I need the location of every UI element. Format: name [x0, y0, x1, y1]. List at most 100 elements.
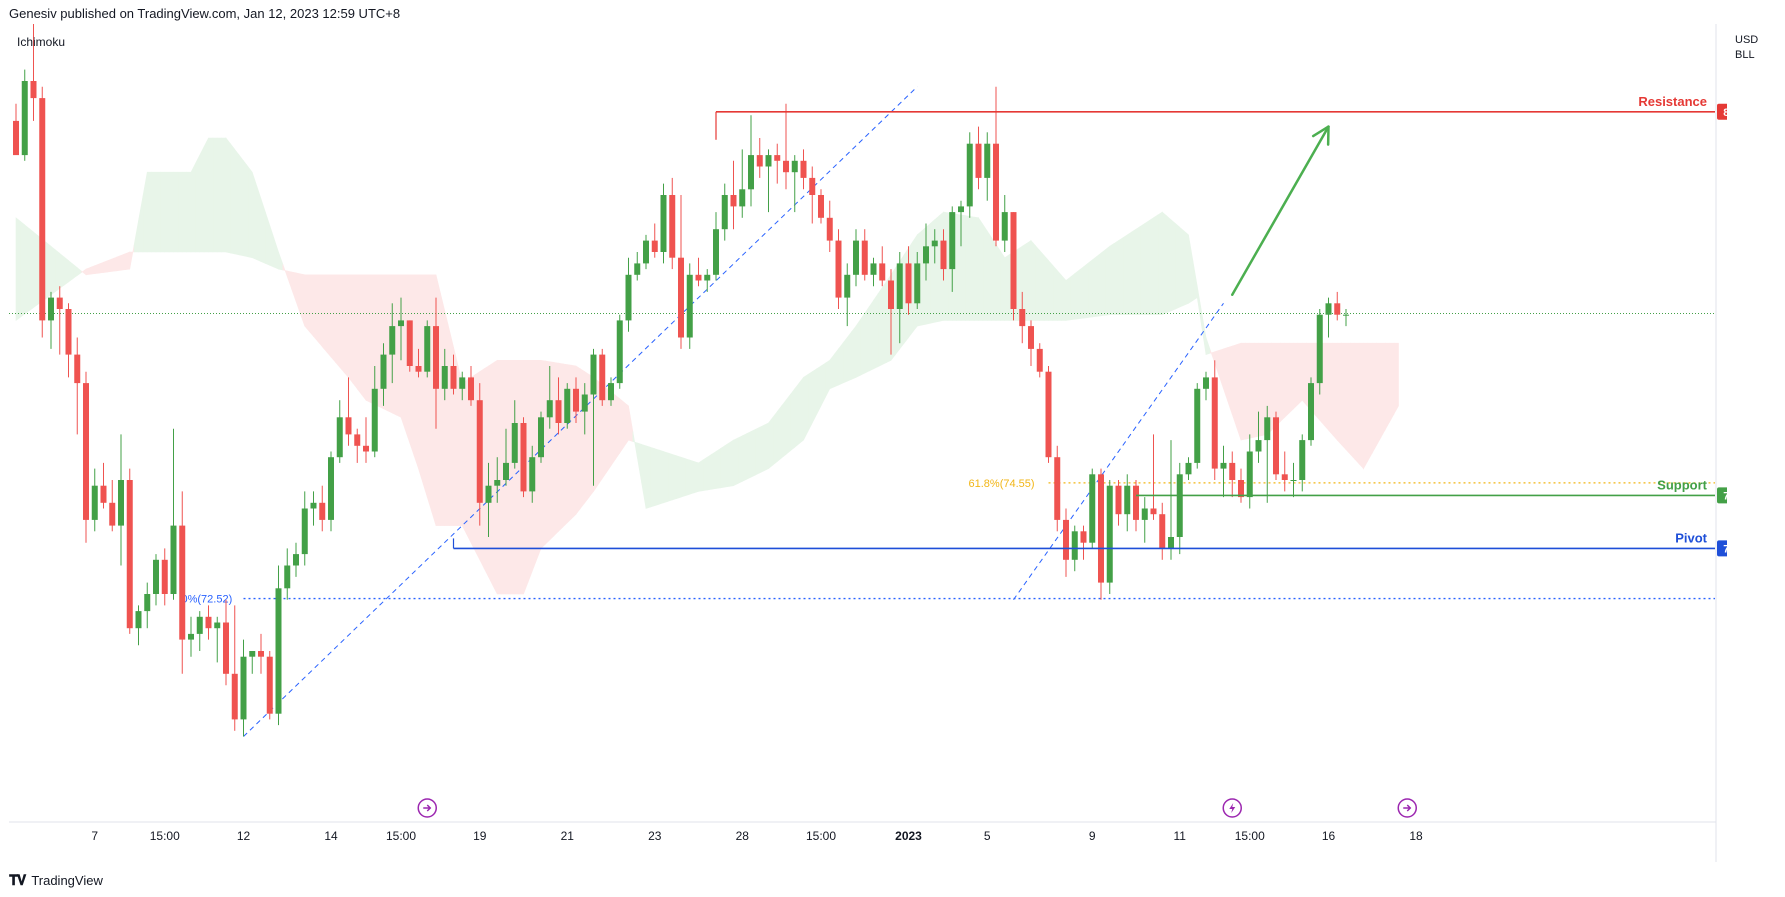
candle-body[interactable] [1185, 462, 1192, 475]
candle-body[interactable] [520, 423, 527, 492]
candle-body[interactable] [1124, 485, 1131, 515]
candle-body[interactable] [538, 417, 544, 458]
candle-body[interactable] [161, 559, 168, 594]
candle-body[interactable] [896, 263, 903, 309]
candle-body[interactable] [275, 588, 282, 714]
candle-body[interactable] [170, 525, 177, 594]
candle-body[interactable] [599, 354, 606, 401]
candle-body[interactable] [1264, 417, 1271, 441]
candle-body[interactable] [1299, 440, 1306, 480]
candle-body[interactable] [100, 485, 107, 503]
candle-body[interactable] [634, 263, 641, 275]
candle-body[interactable] [293, 554, 299, 566]
candle-body[interactable] [958, 206, 964, 213]
candle-body[interactable] [485, 485, 492, 503]
candle-body[interactable] [188, 633, 194, 640]
candle-body[interactable] [993, 143, 999, 241]
candle-body[interactable] [756, 155, 763, 167]
chart-svg[interactable]: 0%(72.52) 61.8%(74.55) Resistance 81.06 Supp… [9, 24, 1727, 862]
candle-body[interactable] [1176, 474, 1183, 537]
candle-body[interactable] [1159, 514, 1166, 549]
candle-body[interactable] [844, 274, 851, 298]
candle-body[interactable] [748, 155, 754, 190]
candle-body[interactable] [511, 423, 518, 463]
candle-body[interactable] [1001, 212, 1008, 241]
candle-body[interactable] [651, 240, 658, 252]
candle-body[interactable] [704, 274, 711, 281]
candle-body[interactable] [678, 257, 684, 338]
candle-body[interactable] [1054, 457, 1061, 520]
candle-body[interactable] [809, 177, 816, 195]
candle-body[interactable] [1334, 303, 1341, 315]
candle-body[interactable] [975, 143, 982, 178]
candle-body[interactable] [730, 195, 737, 207]
indicator-label[interactable]: Ichimoku [17, 35, 66, 49]
candle-body[interactable] [336, 417, 343, 458]
candle-body[interactable] [1316, 314, 1323, 384]
candle-body[interactable] [266, 656, 273, 714]
candle-body[interactable] [555, 400, 562, 423]
candle-body[interactable] [494, 480, 501, 486]
candle-body[interactable] [1290, 480, 1297, 481]
candle-body[interactable] [459, 377, 466, 389]
candle-body[interactable] [39, 98, 46, 321]
candle-body[interactable] [179, 525, 186, 640]
candle-body[interactable] [441, 366, 448, 389]
candle-body[interactable] [74, 354, 81, 384]
candle-body[interactable] [1089, 474, 1096, 543]
candle-body[interactable] [1238, 480, 1244, 498]
candle-body[interactable] [503, 462, 509, 480]
candle-body[interactable] [223, 622, 229, 674]
candle-body[interactable] [1273, 417, 1279, 475]
candle-body[interactable] [345, 417, 352, 435]
candle-body[interactable] [205, 616, 212, 629]
candle-body[interactable] [249, 651, 256, 657]
candle-body[interactable] [1106, 485, 1113, 583]
candle-body[interactable] [415, 366, 422, 372]
chart-area[interactable]: 0%(72.52) 61.8%(74.55) Resistance 81.06 Supp… [9, 24, 1727, 862]
candle-body[interactable] [258, 651, 264, 657]
candle-body[interactable] [573, 388, 579, 412]
candle-body[interactable] [888, 280, 894, 310]
candle-body[interactable] [966, 143, 973, 207]
candle-body[interactable] [319, 502, 326, 520]
candle-body[interactable] [765, 155, 772, 167]
candle-body[interactable] [826, 217, 833, 241]
candle-body[interactable] [669, 195, 676, 258]
candle-body[interactable] [126, 480, 133, 629]
candle-body[interactable] [853, 240, 859, 275]
candle-body[interactable] [1045, 371, 1052, 458]
candle-body[interactable] [1028, 326, 1034, 349]
fib-trend-line[interactable] [1013, 303, 1224, 600]
candle-body[interactable] [984, 143, 991, 178]
candle-body[interactable] [625, 274, 632, 321]
candle-body[interactable] [1255, 440, 1262, 452]
candle-body[interactable] [363, 445, 369, 452]
candle-body[interactable] [783, 160, 789, 173]
candle-body[interactable] [13, 120, 19, 156]
candle-body[interactable] [1150, 508, 1157, 515]
candle-body[interactable] [354, 434, 361, 446]
candle-body[interactable] [1220, 462, 1227, 469]
candle-body[interactable] [1098, 474, 1104, 583]
candle-body[interactable] [695, 274, 702, 281]
candle-body[interactable] [450, 366, 457, 389]
candle-body[interactable] [1325, 303, 1332, 315]
candle-body[interactable] [713, 229, 719, 275]
candle-body[interactable] [214, 622, 221, 629]
candle-body[interactable] [301, 508, 308, 555]
candle-body[interactable] [1308, 383, 1314, 441]
candle-body[interactable] [1246, 451, 1253, 498]
candle-body[interactable] [398, 320, 404, 327]
candle-body[interactable] [380, 354, 387, 389]
candle-body[interactable] [196, 616, 203, 634]
candle-body[interactable] [65, 309, 72, 355]
candle-body[interactable] [914, 263, 921, 304]
candle-body[interactable] [1229, 462, 1236, 480]
candle-body[interactable] [818, 195, 824, 218]
candle-body[interactable] [424, 326, 431, 372]
projection-arrow-line[interactable] [1231, 125, 1330, 296]
candle-body[interactable] [91, 485, 98, 520]
candle-body[interactable] [608, 383, 614, 401]
candle-body[interactable] [686, 274, 693, 338]
